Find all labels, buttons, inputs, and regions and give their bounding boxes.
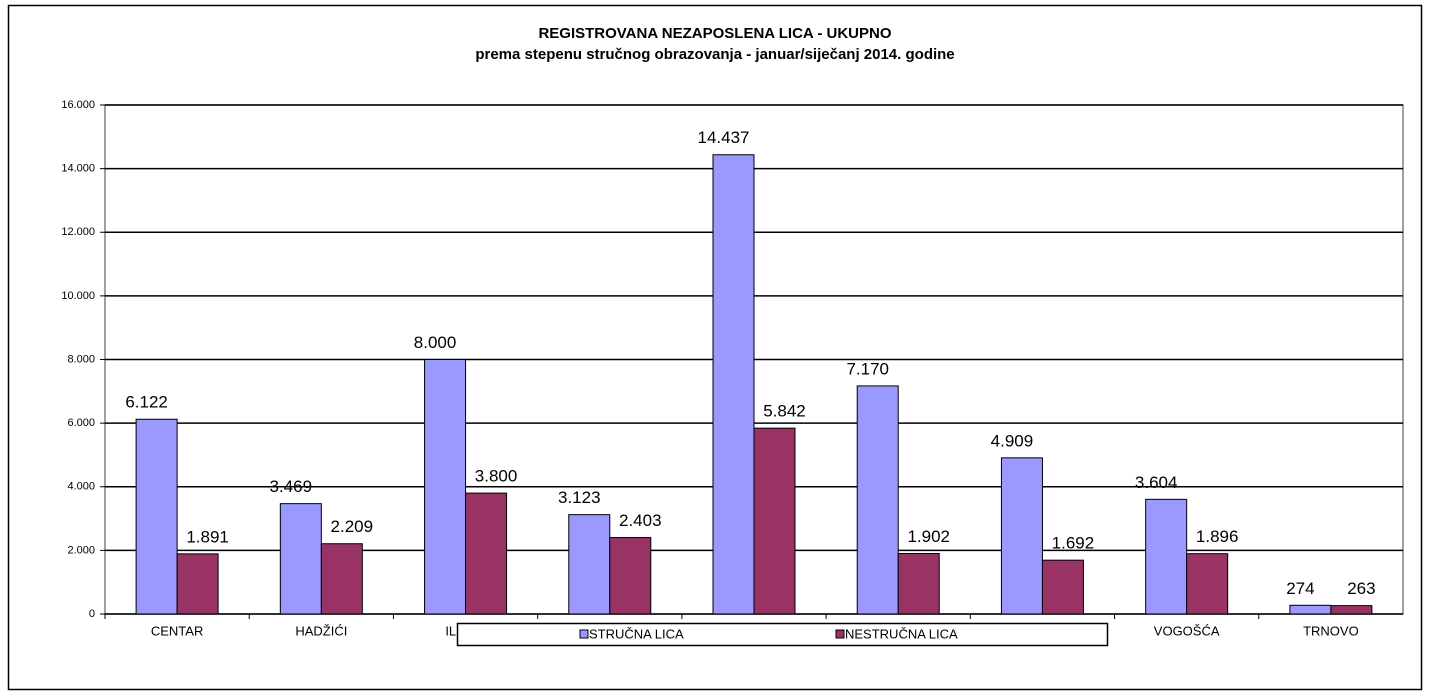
y-tick-label: 14.000 bbox=[61, 163, 95, 175]
bar bbox=[712, 154, 755, 615]
legend-swatch bbox=[835, 629, 845, 639]
value-label: 7.170 bbox=[846, 359, 889, 378]
bar bbox=[1186, 553, 1229, 615]
y-tick-label: 8.000 bbox=[67, 353, 95, 365]
bar bbox=[176, 553, 219, 615]
value-label: 5.842 bbox=[763, 402, 806, 421]
value-label: 14.437 bbox=[698, 128, 750, 147]
bar bbox=[135, 418, 178, 615]
value-label: 3.123 bbox=[558, 488, 601, 507]
legend-box bbox=[456, 622, 1109, 647]
bar bbox=[465, 492, 508, 615]
y-tick-label: 6.000 bbox=[67, 417, 95, 429]
y-tick-label: 12.000 bbox=[61, 226, 95, 238]
bar bbox=[279, 503, 322, 615]
value-label: 3.469 bbox=[270, 477, 313, 496]
bar bbox=[1145, 498, 1188, 615]
bar bbox=[609, 537, 652, 615]
bar bbox=[424, 359, 467, 615]
y-tick-label: 0 bbox=[89, 608, 95, 620]
value-label: 3.604 bbox=[1135, 473, 1178, 492]
value-label: 2.209 bbox=[331, 517, 374, 536]
y-tick-label: 4.000 bbox=[67, 481, 95, 493]
x-tick-label: CENTAR bbox=[151, 623, 203, 638]
chart-subtitle: prema stepenu stručnog obrazovanja - jan… bbox=[475, 46, 954, 63]
x-tick-label: VOGOŠĆA bbox=[1154, 623, 1220, 638]
bar bbox=[1330, 605, 1373, 615]
value-label: 274 bbox=[1286, 579, 1314, 598]
legend-swatch bbox=[579, 629, 589, 639]
legend-label: NESTRUČNA LICA bbox=[845, 626, 958, 641]
value-label: 8.000 bbox=[414, 333, 457, 352]
bar bbox=[856, 385, 899, 615]
value-label: 6.122 bbox=[125, 393, 168, 412]
bar bbox=[1041, 559, 1084, 615]
value-label: 1.896 bbox=[1196, 527, 1239, 546]
value-label: 4.909 bbox=[991, 431, 1034, 450]
y-tick-label: 16.000 bbox=[61, 99, 95, 111]
y-tick-label: 2.000 bbox=[67, 544, 95, 556]
value-label: 1.902 bbox=[907, 527, 950, 546]
legend-label: STRUČNA LICA bbox=[589, 626, 684, 641]
value-label: 263 bbox=[1347, 579, 1375, 598]
chart-title: REGISTROVANA NEZAPOSLENA LICA - UKUPNO bbox=[538, 25, 891, 42]
value-label: 3.800 bbox=[475, 467, 518, 486]
y-tick-label: 10.000 bbox=[61, 290, 95, 302]
x-tick-label: HADŽIĆI bbox=[295, 623, 347, 638]
bar bbox=[753, 427, 796, 615]
value-label: 1.692 bbox=[1052, 534, 1095, 553]
bar bbox=[320, 543, 363, 615]
bar bbox=[1000, 457, 1043, 615]
bar bbox=[568, 514, 611, 615]
bar bbox=[897, 552, 940, 615]
value-label: 2.403 bbox=[619, 511, 662, 530]
value-label: 1.891 bbox=[186, 527, 229, 546]
bar bbox=[1289, 604, 1332, 615]
x-tick-label: TRNOVO bbox=[1303, 623, 1359, 638]
